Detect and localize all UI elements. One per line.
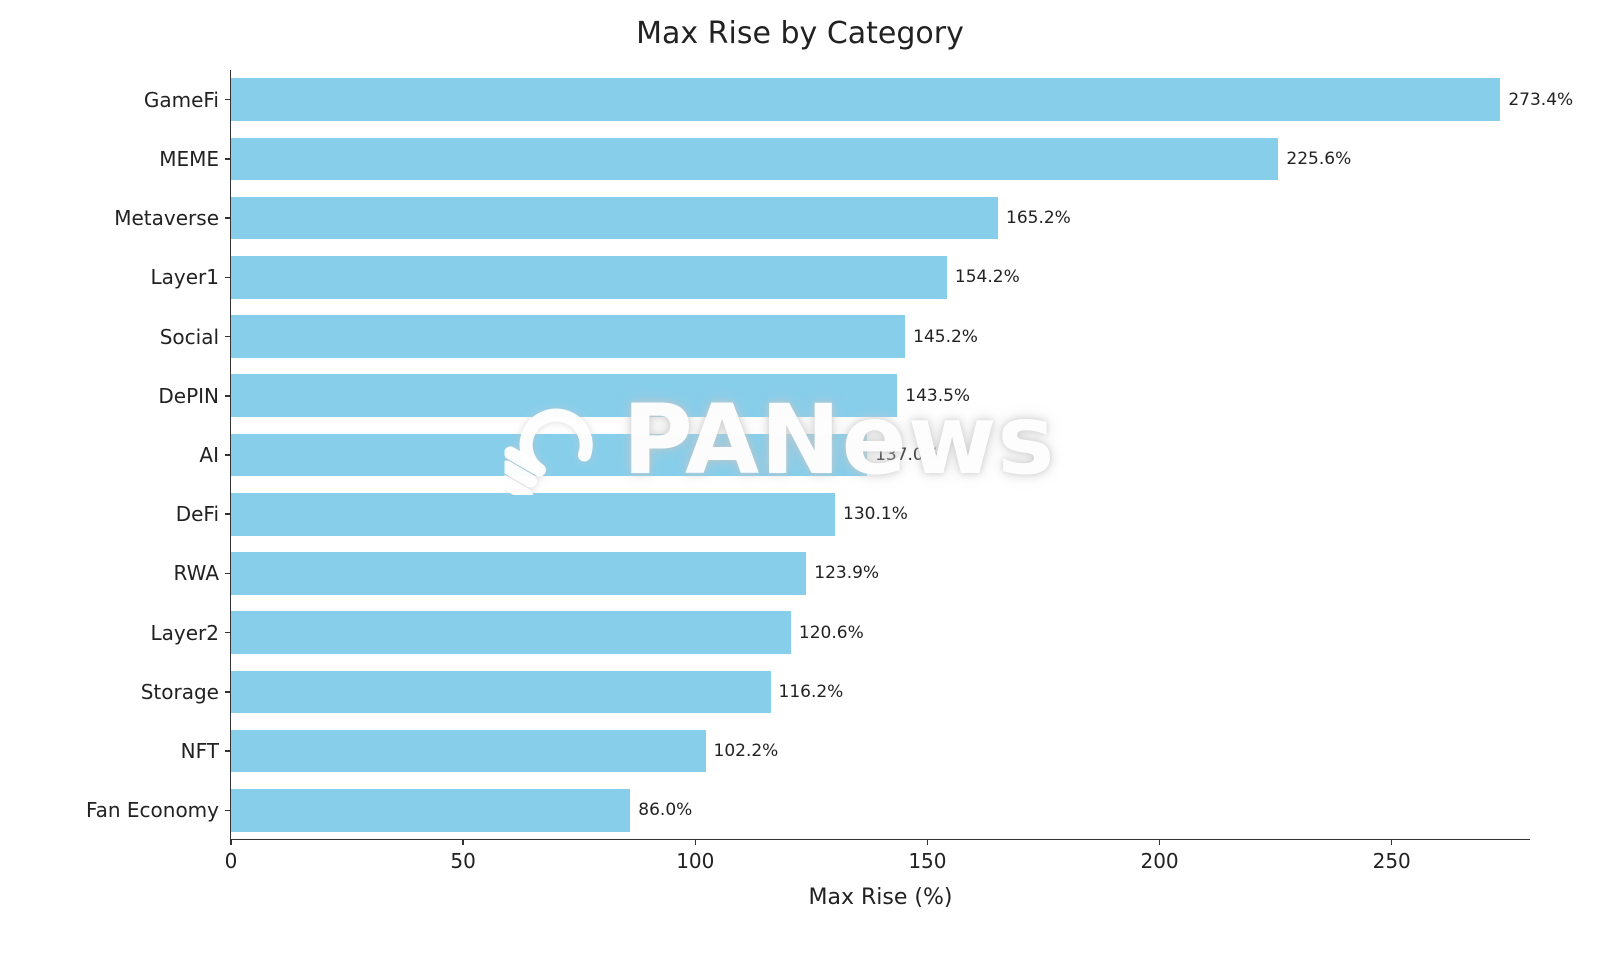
- bar-value-label: 130.1%: [843, 504, 908, 524]
- y-tick: [225, 691, 231, 693]
- y-tick-label: Fan Economy: [86, 798, 231, 822]
- bar-value-label: 123.9%: [814, 563, 879, 583]
- bar: [231, 493, 835, 536]
- bar-value-label: 145.2%: [913, 327, 978, 347]
- y-tick: [225, 750, 231, 752]
- chart-container: Max Rise by Category 273.4%GameFi225.6%M…: [0, 0, 1600, 955]
- y-tick: [225, 158, 231, 160]
- bar: [231, 256, 947, 299]
- y-tick-label: Metaverse: [114, 206, 231, 230]
- bar: [231, 78, 1500, 121]
- x-tick-label: 50: [450, 839, 475, 873]
- y-tick-label: NFT: [181, 739, 231, 763]
- y-tick: [225, 810, 231, 812]
- bar-value-label: 225.6%: [1286, 149, 1351, 169]
- plot-area: 273.4%GameFi225.6%MEME165.2%Metaverse154…: [230, 70, 1530, 840]
- y-tick-label: Layer2: [151, 621, 232, 645]
- y-tick-label: Layer1: [151, 265, 232, 289]
- bar-value-label: 120.6%: [799, 623, 864, 643]
- chart-title: Max Rise by Category: [0, 16, 1600, 51]
- x-tick-label: 250: [1373, 839, 1411, 873]
- x-tick-label: 100: [676, 839, 714, 873]
- y-tick: [225, 454, 231, 456]
- y-tick: [225, 217, 231, 219]
- y-tick: [225, 336, 231, 338]
- y-tick: [225, 99, 231, 101]
- bar: [231, 789, 630, 832]
- bar-value-label: 154.2%: [955, 267, 1020, 287]
- y-tick-label: Social: [160, 325, 231, 349]
- bar-value-label: 137.0%: [875, 445, 940, 465]
- bar: [231, 730, 706, 773]
- x-axis-label: Max Rise (%): [809, 885, 953, 910]
- x-tick-label: 150: [908, 839, 946, 873]
- bar: [231, 374, 897, 417]
- x-tick-label: 200: [1140, 839, 1178, 873]
- y-tick-label: Storage: [141, 680, 231, 704]
- bar: [231, 315, 905, 358]
- y-tick: [225, 573, 231, 575]
- y-tick: [225, 277, 231, 279]
- bar-value-label: 116.2%: [779, 682, 844, 702]
- y-tick-label: GameFi: [144, 88, 231, 112]
- bar-value-label: 102.2%: [714, 741, 779, 761]
- y-tick-label: MEME: [159, 147, 231, 171]
- bar: [231, 552, 806, 595]
- bar: [231, 138, 1278, 181]
- bar: [231, 434, 867, 477]
- bar: [231, 611, 791, 654]
- bar-value-label: 273.4%: [1508, 90, 1573, 110]
- y-tick-label: RWA: [174, 561, 231, 585]
- bar-value-label: 143.5%: [905, 386, 970, 406]
- bar: [231, 671, 771, 714]
- bar-value-label: 165.2%: [1006, 208, 1071, 228]
- y-tick-label: DePIN: [158, 384, 231, 408]
- bar-value-label: 86.0%: [638, 800, 692, 820]
- x-tick-label: 0: [225, 839, 238, 873]
- y-tick-label: DeFi: [176, 502, 231, 526]
- bar: [231, 197, 998, 240]
- y-tick: [225, 513, 231, 515]
- y-tick: [225, 632, 231, 634]
- y-tick: [225, 395, 231, 397]
